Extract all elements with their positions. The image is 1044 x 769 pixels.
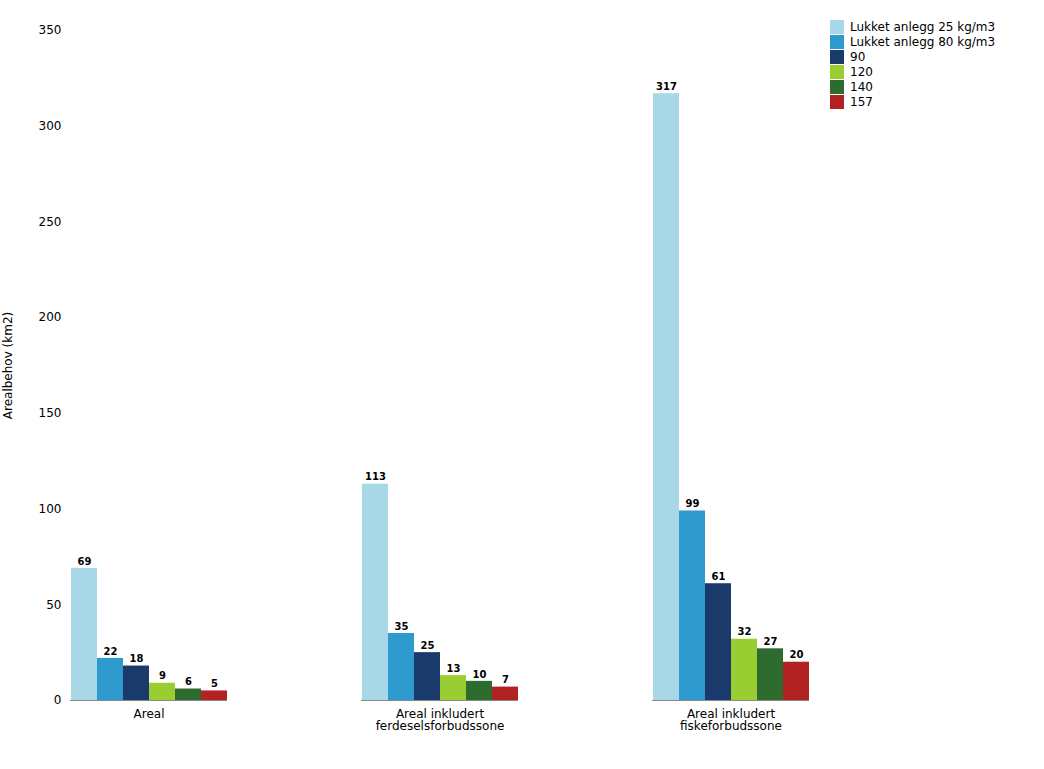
svg-text:32: 32 — [738, 626, 752, 637]
svg-text:6: 6 — [185, 676, 192, 687]
html-text:157: 157 — [850, 95, 873, 109]
svg-text:5: 5 — [211, 678, 218, 689]
svg-text:20: 20 — [790, 649, 804, 660]
svg-text:13: 13 — [447, 663, 461, 674]
html-text:90: 90 — [850, 50, 866, 64]
svg-text:113: 113 — [365, 471, 386, 482]
svg-text:Areal inkludertfiskeforbudsson: Areal inkludertfiskeforbudssone — [680, 707, 782, 733]
svg-text:99: 99 — [686, 498, 700, 509]
html-text:Lukket anlegg 80 kg/m3: Lukket anlegg 80 kg/m3 — [850, 35, 996, 49]
svg-text:100: 100 — [39, 502, 62, 516]
svg-text:27: 27 — [764, 636, 778, 647]
svg-text:22: 22 — [104, 646, 118, 657]
svg-text:9: 9 — [159, 670, 166, 681]
svg-text:Areal: Areal — [134, 707, 165, 721]
svg-text:200: 200 — [39, 310, 62, 324]
svg-text:7: 7 — [502, 674, 509, 685]
html-text:120: 120 — [850, 65, 873, 79]
svg-text:350: 350 — [39, 23, 62, 37]
svg-text:69: 69 — [78, 556, 92, 567]
svg-text:300: 300 — [39, 119, 62, 133]
svg-text:18: 18 — [130, 653, 144, 664]
svg-text:317: 317 — [656, 81, 677, 92]
svg-text:10: 10 — [473, 669, 487, 680]
svg-text:Arealbehov (km2): Arealbehov (km2) — [1, 312, 15, 419]
svg-text:150: 150 — [39, 406, 62, 420]
svg-text:Areal inkludertferdeselsforbud: Areal inkludertferdeselsforbudssone — [376, 707, 505, 733]
svg-text:35: 35 — [395, 621, 409, 632]
svg-text:50: 50 — [46, 598, 61, 612]
svg-text:61: 61 — [712, 571, 726, 582]
svg-text:25: 25 — [421, 640, 435, 651]
html-text:140: 140 — [850, 80, 873, 94]
svg-text:250: 250 — [39, 215, 62, 229]
html-text:Lukket anlegg 25 kg/m3: Lukket anlegg 25 kg/m3 — [850, 20, 996, 34]
svg-text:0: 0 — [54, 693, 62, 707]
